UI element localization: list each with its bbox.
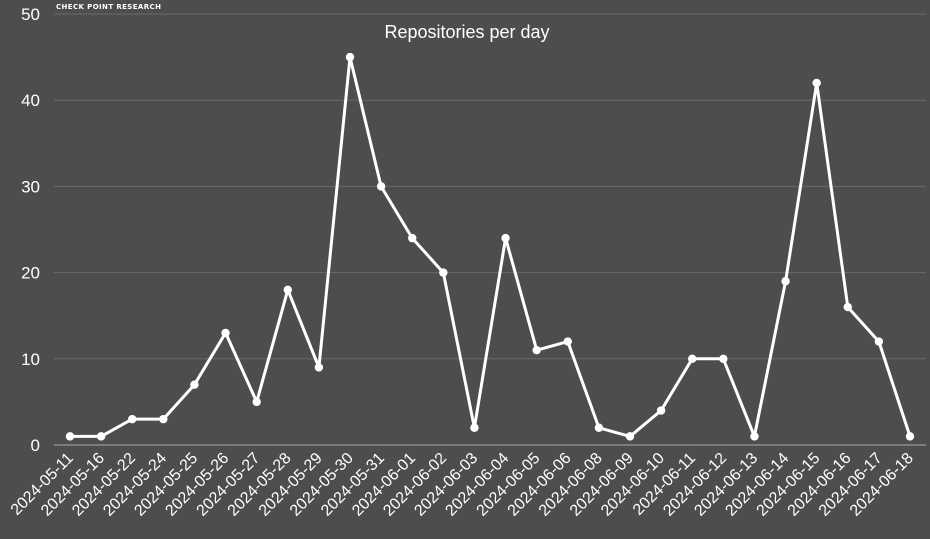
data-point: [408, 233, 417, 243]
data-point: [345, 52, 355, 62]
data-point: [532, 345, 541, 355]
data-point: [905, 432, 915, 441]
data-point: [594, 423, 604, 432]
data-point: [252, 397, 261, 407]
chart-title: Repositories per day: [384, 22, 549, 42]
data-point: [625, 432, 635, 441]
data-point: [470, 423, 479, 432]
data-point: [719, 354, 728, 363]
data-point: [159, 414, 168, 424]
data-point: [65, 432, 75, 441]
data-point: [750, 432, 759, 441]
data-point: [221, 328, 230, 338]
y-tick-label: 40: [21, 91, 40, 110]
data-point: [283, 285, 292, 295]
data-point: [781, 277, 790, 286]
data-point: [501, 233, 510, 243]
data-point: [190, 380, 199, 389]
series-line: [68, 55, 912, 438]
watermark: CHECK POINT RESEARCH: [56, 3, 162, 11]
data-point: [376, 182, 386, 191]
data-point: [656, 406, 666, 415]
data-point: [843, 302, 852, 312]
y-tick-label: 30: [21, 177, 40, 196]
data-point: [314, 363, 324, 372]
y-tick-label: 50: [21, 5, 40, 24]
y-tick-label: 0: [31, 436, 40, 455]
data-point: [439, 268, 448, 277]
data-point: [688, 354, 697, 363]
data-point: [96, 432, 106, 441]
data-point: [128, 414, 137, 424]
data-point: [563, 337, 572, 346]
y-tick-label: 20: [21, 264, 40, 283]
data-point: [812, 78, 821, 88]
data-point: [874, 337, 884, 346]
y-tick-label: 10: [21, 350, 40, 369]
